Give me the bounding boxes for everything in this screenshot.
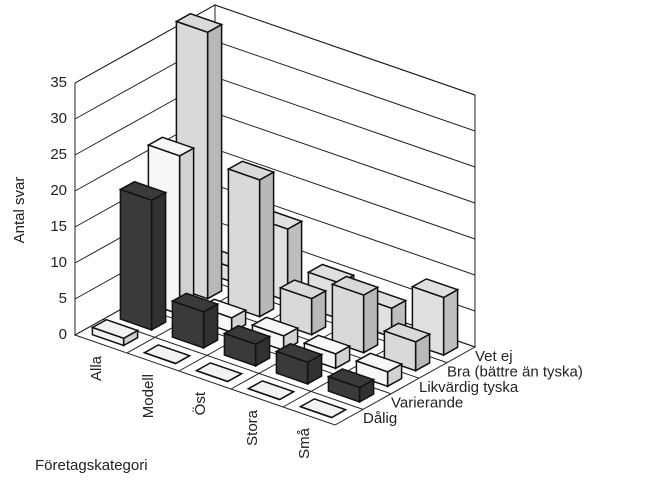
legend-label: Likvärdig tyska [419, 379, 519, 396]
bar-front [91, 326, 125, 347]
y-tick-label: 25 [50, 146, 67, 163]
bar [194, 362, 244, 383]
y-tick-label: 0 [59, 326, 67, 343]
bar [90, 318, 140, 347]
floor-line [102, 318, 364, 410]
bar [354, 352, 404, 388]
bar [278, 279, 328, 336]
bar-front [355, 360, 389, 388]
x-tick-label: Modell [140, 374, 157, 418]
bar [274, 342, 324, 386]
y-tick-label: 35 [50, 74, 67, 91]
y-tick-label: 30 [50, 110, 67, 127]
bar-side [258, 170, 275, 318]
bar [170, 292, 220, 350]
bar-side [206, 23, 223, 300]
x-axis-label: Företagskategori [35, 457, 148, 474]
bar-front [119, 188, 153, 331]
bar-front [227, 168, 261, 318]
legend-label: Varierande [391, 395, 463, 412]
bar-front [331, 283, 365, 354]
bar-front [248, 387, 280, 401]
y-tick-label: 10 [50, 254, 67, 271]
bar-front [196, 369, 228, 383]
bar [298, 398, 348, 419]
bar [222, 324, 272, 368]
bar-side [150, 191, 167, 332]
bar-front [279, 286, 313, 336]
grid-line [74, 4, 476, 96]
legend-label: Bra (bättre än tyska) [447, 363, 583, 380]
bar-front [144, 351, 176, 365]
y-tick-label: 5 [59, 290, 67, 307]
bar-side [362, 286, 379, 354]
y-tick-label: 20 [50, 182, 67, 199]
bar-front [223, 332, 257, 367]
y-tick-label: 15 [50, 218, 67, 235]
x-tick-label: Öst [191, 391, 209, 415]
legend-label: Dålig [363, 410, 397, 427]
bar [330, 275, 380, 354]
y-axis-label: Antal svar [11, 177, 28, 244]
legend-label: Vet ej [475, 348, 513, 365]
bar [246, 380, 296, 401]
bar-front [327, 375, 361, 403]
bar [142, 344, 192, 365]
bar-side [442, 288, 459, 357]
bar-front [171, 300, 205, 349]
x-tick-label: Små [296, 427, 313, 459]
x-tick-label: Stora [244, 409, 261, 446]
bar-front [300, 405, 332, 419]
bar-side [178, 146, 195, 316]
x-tick-label: Alla [88, 355, 105, 381]
bar [118, 180, 168, 332]
bar [226, 160, 276, 318]
bar-front [275, 350, 309, 385]
bar [326, 368, 376, 404]
